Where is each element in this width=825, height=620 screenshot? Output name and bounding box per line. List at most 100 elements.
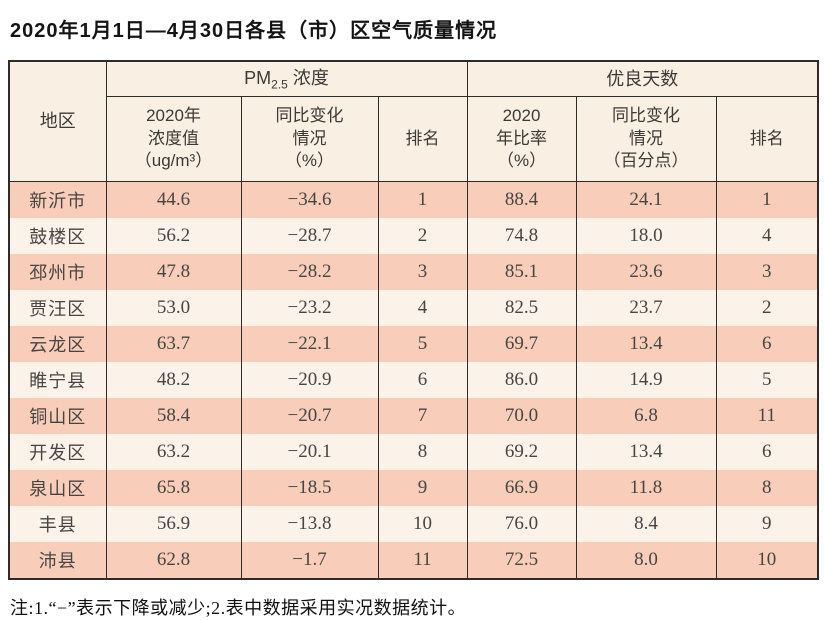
good-change-cell: 23.7 <box>575 290 717 326</box>
good-rate-cell: 69.2 <box>466 434 577 470</box>
pm25-value-cell: 62.8 <box>105 542 242 579</box>
region-cell: 睢宁县 <box>8 362 107 398</box>
table-row: 泉山区 65.8 −18.5 9 66.9 11.8 8 <box>8 470 819 506</box>
pm25-rank-cell: 1 <box>377 181 468 218</box>
pm25-rank-cell: 2 <box>377 218 468 254</box>
table-row: 邳州市 47.8 −28.2 3 85.1 23.6 3 <box>8 254 819 290</box>
pm25-rank-cell: 7 <box>377 398 468 434</box>
good-change-cell: 18.0 <box>575 218 717 254</box>
table-row: 新沂市 44.6 −34.6 1 88.4 24.1 1 <box>8 181 819 218</box>
good-rate-cell: 88.4 <box>466 181 577 218</box>
pm25-subscript: 2.5 <box>271 77 288 92</box>
pm25-change-cell: −20.1 <box>240 434 379 470</box>
pm25-value-cell: 58.4 <box>105 398 242 434</box>
pm25-rank-cell: 4 <box>377 290 468 326</box>
pm25-rank-cell: 10 <box>377 506 468 542</box>
good-rank-cell: 5 <box>715 362 819 398</box>
table-header: 地区 PM2.5 浓度 优良天数 2020年 浓度值 （ug/m³） 同比变化 … <box>8 60 819 182</box>
pm25-value-cell: 65.8 <box>105 470 242 506</box>
pm25-value-cell: 56.9 <box>105 506 242 542</box>
pm25-value-cell: 63.2 <box>105 434 242 470</box>
pm25-rank-cell: 5 <box>377 326 468 362</box>
table-row: 睢宁县 48.2 −20.9 6 86.0 14.9 5 <box>8 362 819 398</box>
pm25-group-header: PM2.5 浓度 <box>105 60 468 97</box>
pm25-change-cell: −34.6 <box>240 181 379 218</box>
pm25-change-cell: −22.1 <box>240 326 379 362</box>
good-rate-cell: 72.5 <box>466 542 577 579</box>
good-rate-cell: 82.5 <box>466 290 577 326</box>
pm25-change-cell: −23.2 <box>240 290 379 326</box>
good-rate-cell: 76.0 <box>466 506 577 542</box>
page-title: 2020年1月1日—4月30日各县（市）区空气质量情况 <box>10 20 498 42</box>
pm25-rank-cell: 8 <box>377 434 468 470</box>
table-body: 新沂市 44.6 −34.6 1 88.4 24.1 1 鼓楼区 56.2 −28.7 2 74.8 1… <box>8 181 819 579</box>
pm25-change-cell: −13.8 <box>240 506 379 542</box>
pm25-change-cell: −28.7 <box>240 218 379 254</box>
good-change-cell: 14.9 <box>575 362 717 398</box>
region-cell: 开发区 <box>8 434 107 470</box>
good-rank-cell: 6 <box>715 434 819 470</box>
table-row: 贾汪区 53.0 −23.2 4 82.5 23.7 2 <box>8 290 819 326</box>
header-sub-row: 2020年 浓度值 （ug/m³） 同比变化 情况 （%） 排名 2020 年比… <box>9 96 819 182</box>
good-change-cell: 8.4 <box>575 506 717 542</box>
footnote: 注:1.“−”表示下降或减少;2.表中数据采用实况数据统计。 <box>10 598 467 618</box>
region-cell: 云龙区 <box>8 326 107 362</box>
good-change-header: 同比变化 情况 （百分点） <box>575 96 717 182</box>
pm25-value-cell: 47.8 <box>105 254 242 290</box>
pm25-label-suffix: 浓度 <box>287 67 329 88</box>
pm25-rank-header: 排名 <box>377 96 468 182</box>
region-cell: 泉山区 <box>8 470 107 506</box>
good-change-cell: 24.1 <box>575 181 717 218</box>
good-rate-cell: 86.0 <box>466 362 577 398</box>
good-rate-cell: 66.9 <box>466 470 577 506</box>
good-change-cell: 13.4 <box>575 326 717 362</box>
pm25-change-cell: −1.7 <box>240 542 379 579</box>
region-cell: 新沂市 <box>8 181 107 218</box>
region-cell: 铜山区 <box>8 398 107 434</box>
good-rate-cell: 74.8 <box>466 218 577 254</box>
good-change-cell: 23.6 <box>575 254 717 290</box>
pm25-value-cell: 56.2 <box>105 218 242 254</box>
region-cell: 丰县 <box>8 506 107 542</box>
pm25-value-cell: 48.2 <box>105 362 242 398</box>
table-row: 沛县 62.8 −1.7 11 72.5 8.0 10 <box>8 542 819 579</box>
pm25-rank-cell: 11 <box>377 542 468 579</box>
good-rank-header: 排名 <box>715 96 819 182</box>
pm25-label: PM <box>244 67 272 88</box>
good-rate-cell: 85.1 <box>466 254 577 290</box>
region-cell: 邳州市 <box>8 254 107 290</box>
good-rank-cell: 1 <box>715 181 819 218</box>
good-rate-cell: 70.0 <box>466 398 577 434</box>
good-rank-cell: 2 <box>715 290 819 326</box>
good-change-cell: 6.8 <box>575 398 717 434</box>
good-rank-cell: 10 <box>715 542 819 579</box>
good-rank-cell: 9 <box>715 506 819 542</box>
region-cell: 鼓楼区 <box>8 218 107 254</box>
table-row: 丰县 56.9 −13.8 10 76.0 8.4 9 <box>8 506 819 542</box>
pm25-change-cell: −20.9 <box>240 362 379 398</box>
table-row: 鼓楼区 56.2 −28.7 2 74.8 18.0 4 <box>8 218 819 254</box>
good-rank-cell: 11 <box>715 398 819 434</box>
pm25-change-cell: −18.5 <box>240 470 379 506</box>
pm25-change-cell: −20.7 <box>240 398 379 434</box>
good-rate-cell: 69.7 <box>466 326 577 362</box>
table-row: 开发区 63.2 −20.1 8 69.2 13.4 6 <box>8 434 819 470</box>
good-days-group-header: 优良天数 <box>466 60 819 97</box>
pm25-rank-cell: 6 <box>377 362 468 398</box>
region-column-header: 地区 <box>8 60 107 182</box>
good-rank-cell: 3 <box>715 254 819 290</box>
good-change-cell: 13.4 <box>575 434 717 470</box>
pm25-value-cell: 63.7 <box>105 326 242 362</box>
air-quality-table: 地区 PM2.5 浓度 优良天数 2020年 浓度值 （ug/m³） 同比变化 … <box>8 60 820 580</box>
good-rank-cell: 6 <box>715 326 819 362</box>
good-rank-cell: 4 <box>715 218 819 254</box>
table-row: 云龙区 63.7 −22.1 5 69.7 13.4 6 <box>8 326 819 362</box>
good-change-cell: 11.8 <box>575 470 717 506</box>
good-rate-header: 2020 年比率 （%） <box>466 96 577 182</box>
region-cell: 沛县 <box>8 542 107 579</box>
pm25-rank-cell: 9 <box>377 470 468 506</box>
pm25-change-header: 同比变化 情况 （%） <box>240 96 379 182</box>
pm25-value-cell: 44.6 <box>105 181 242 218</box>
pm25-rank-cell: 3 <box>377 254 468 290</box>
